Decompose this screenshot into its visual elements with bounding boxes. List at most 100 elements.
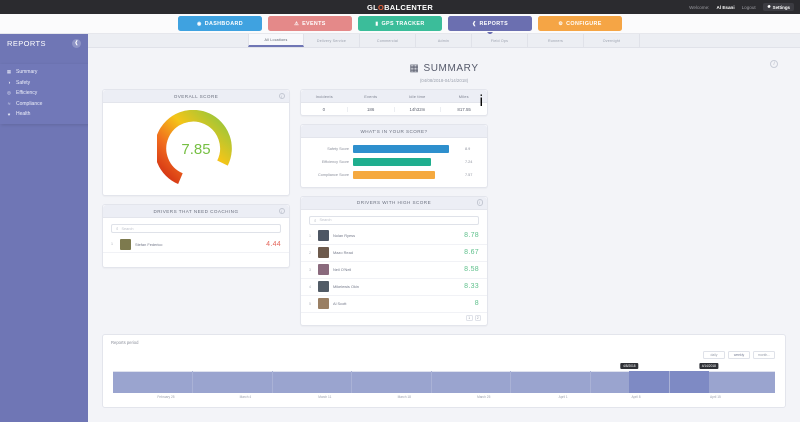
- bar-fill: [353, 158, 431, 166]
- driver-score: 8.58: [464, 266, 479, 273]
- driver-name: Mikelewis Okin: [333, 284, 359, 289]
- table-row[interactable]: 5 Al Scott 8: [301, 296, 487, 313]
- range-button-weekly[interactable]: weekly: [728, 351, 750, 359]
- page-button-1[interactable]: 1: [466, 314, 473, 321]
- stat-value-miles: 817.55: [457, 106, 471, 112]
- slider-tick: [351, 371, 353, 393]
- reports-period-title: Reports period: [111, 340, 139, 345]
- bar-value: 7.57: [465, 172, 473, 177]
- tab-commercial[interactable]: Commercial: [360, 34, 416, 47]
- logo-text-left: GL: [366, 2, 378, 12]
- location-tabs: All Locations Delivery Service Commercia…: [88, 34, 800, 48]
- high-score-title: DRIVERS WITH HIGH SCORE: [356, 200, 432, 205]
- high-score-search-input[interactable]: ⌕ Search: [309, 215, 479, 225]
- slider-tick: [271, 371, 273, 393]
- tab-delivery-service[interactable]: Delivery Service: [304, 34, 360, 47]
- stats-card: Incidents Events Idle time Miles i 0 186…: [300, 89, 488, 116]
- row-rank: 1: [111, 242, 113, 246]
- sidebar-item-summary[interactable]: ▦ Summary: [0, 67, 100, 78]
- coaching-search-input[interactable]: ⌕ Search: [111, 224, 281, 233]
- dashboard-icon: ◉: [197, 20, 202, 27]
- slider-start-tooltip: 4/8/2018: [620, 363, 639, 369]
- info-icon[interactable]: i: [479, 93, 483, 110]
- bar-row-compliance: Compliance Score 7.57: [309, 171, 479, 179]
- overall-score-card: OVERALL SCORE i: [102, 89, 290, 196]
- left-column: OVERALL SCORE i: [102, 89, 290, 326]
- table-row[interactable]: 3 Neil O'Neil 8.58: [301, 262, 487, 279]
- tab-field-ops[interactable]: Field Ops: [472, 34, 528, 47]
- high-score-header: DRIVERS WITH HIGH SCORE i: [301, 196, 487, 210]
- bar-track: [353, 158, 461, 166]
- settings-button[interactable]: Settings: [762, 3, 794, 11]
- period-slider[interactable]: 4/8/2018 4/14/2018: [113, 363, 775, 393]
- sidebar-item-health[interactable]: ♥ Health: [0, 109, 100, 120]
- nav-configure-label: CONFIGURE: [566, 20, 602, 27]
- clipboard-icon: ≈: [7, 101, 11, 107]
- sidebar-item-label: Health: [16, 111, 31, 118]
- overall-score-value: 7.85: [181, 140, 211, 158]
- tab-overnight[interactable]: Overnight: [584, 34, 640, 47]
- sidebar-item-safety[interactable]: ◑ Safety: [0, 78, 100, 89]
- tab-all-locations[interactable]: All Locations: [248, 34, 304, 47]
- logout-link[interactable]: Logout: [741, 4, 756, 10]
- driver-score: 8.78: [464, 232, 479, 239]
- sidebar-item-label: Compliance: [16, 100, 43, 107]
- search-icon: ⌕: [314, 217, 317, 223]
- avatar: [318, 281, 329, 292]
- avatar: [318, 264, 329, 275]
- nav-dashboard[interactable]: ◉ DASHBOARD: [178, 16, 262, 31]
- stat-value-incidents: 0: [301, 106, 348, 112]
- driver-score: 8.67: [464, 249, 479, 256]
- avatar: [120, 238, 131, 250]
- tab-admin[interactable]: Admin: [416, 34, 472, 47]
- score-gauge: 7.85: [157, 110, 235, 188]
- gauge-icon: ◎: [6, 90, 11, 96]
- info-icon[interactable]: i: [770, 60, 778, 68]
- chart-icon: ▦: [6, 69, 12, 75]
- page-button-2[interactable]: 2: [474, 314, 481, 321]
- bar-track: [353, 171, 461, 179]
- reports-icon: ❰: [471, 20, 477, 27]
- right-column: Incidents Events Idle time Miles i 0 186…: [300, 89, 488, 326]
- page-title-text: SUMMARY: [423, 63, 479, 74]
- table-row[interactable]: 1 Nolan Ryess 8.78: [301, 228, 487, 245]
- info-icon[interactable]: i: [278, 207, 285, 215]
- row-rank: 5: [309, 301, 311, 306]
- overall-score-body: 7.85: [103, 103, 289, 195]
- sidebar-item-compliance[interactable]: ≈ Compliance: [0, 99, 100, 110]
- info-icon[interactable]: i: [278, 92, 285, 100]
- table-row[interactable]: 4 Mikelewis Okin 8.33: [301, 279, 487, 296]
- nav-reports-label: REPORTS: [479, 20, 509, 27]
- axis-label: March 25: [477, 395, 491, 399]
- page-date-range: (04/08/2018-04/14/2018): [419, 78, 469, 83]
- range-button-monthly[interactable]: month...: [753, 351, 775, 359]
- driver-score: 4.44: [266, 240, 281, 248]
- driver-name: Nolan Ryess: [333, 233, 356, 238]
- axis-label: March 18: [397, 395, 411, 399]
- brand-logo[interactable]: GLOBALCENTER: [367, 3, 433, 12]
- nav-events[interactable]: ⚠ EVENTS: [268, 16, 352, 31]
- bar-value: 7.24: [465, 159, 473, 164]
- reports-icon: ❰: [72, 38, 81, 48]
- slider-tick: [669, 371, 671, 393]
- axis-label: April 1: [558, 395, 568, 399]
- sidebar-item-efficiency[interactable]: ◎ Efficiency: [0, 88, 100, 99]
- tab-runners[interactable]: Runners: [528, 34, 584, 47]
- stat-header-incidents: Incidents: [315, 93, 333, 99]
- nav-configure[interactable]: ⚙ CONFIGURE: [538, 16, 622, 31]
- range-button-daily[interactable]: daily: [703, 351, 725, 359]
- table-row[interactable]: 2 Mazo Read 8.67: [301, 245, 487, 262]
- nav-reports[interactable]: ❰ REPORTS: [448, 16, 532, 31]
- range-buttons: daily weekly month...: [703, 351, 775, 359]
- row-rank: 3: [309, 267, 311, 272]
- sidebar-item-label: Safety: [16, 79, 31, 86]
- info-icon[interactable]: i: [476, 199, 483, 206]
- bar-row-efficiency: Efficiency Score 7.24: [309, 158, 479, 166]
- period-axis: February 25 March 4 March 11 March 18 Ma…: [113, 395, 775, 403]
- table-row[interactable]: 1 Stefan Federico 4.44: [103, 236, 289, 253]
- chart-icon: ▦: [409, 63, 420, 74]
- nav-gps-tracker[interactable]: ▮ GPS TRACKER: [358, 16, 442, 31]
- sidebar: REPORTS ❰ ▦ Summary ◑ Safety ◎ Efficienc…: [0, 34, 120, 422]
- slider-tick: [430, 371, 432, 393]
- bar-row-safety: Safety Score 8.9: [309, 145, 479, 153]
